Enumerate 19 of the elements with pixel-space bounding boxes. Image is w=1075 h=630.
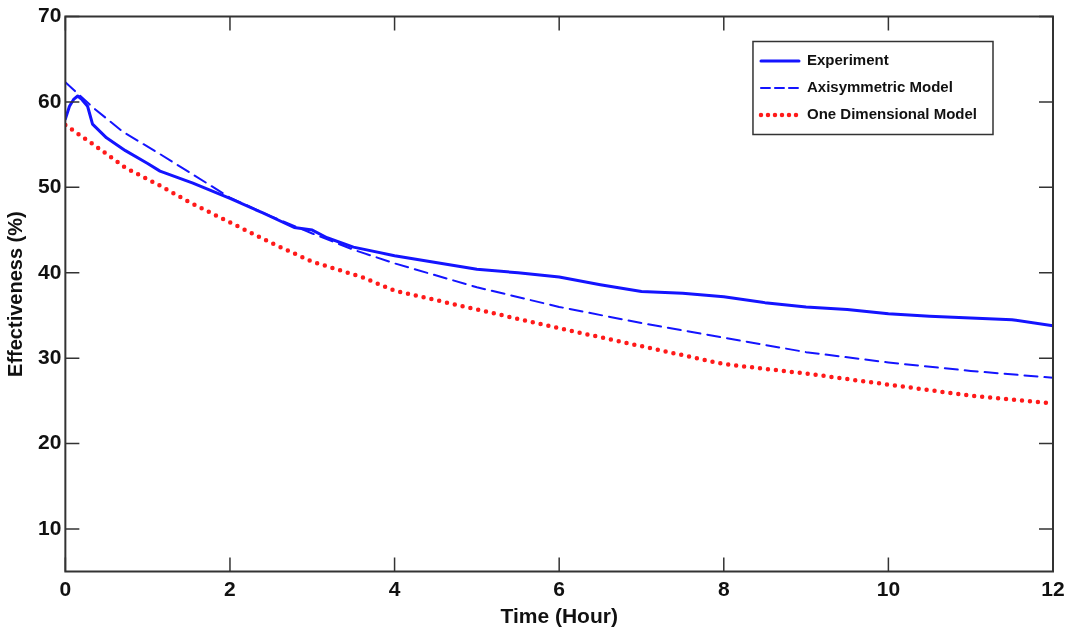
x-tick-label: 4 (388, 577, 401, 600)
y-tick-label: 70 (38, 3, 62, 27)
x-tick-label: 2 (224, 577, 236, 600)
y-tick-label: 60 (38, 88, 62, 112)
x-tick-label: 12 (1041, 577, 1065, 600)
y-tick-label: 20 (38, 430, 62, 454)
legend-label: Axisymmetric Model (806, 78, 953, 96)
y-tick-label: 50 (38, 174, 62, 198)
y-tick-label: 10 (38, 515, 62, 539)
legend-label: Experiment (806, 51, 889, 69)
x-tick-label: 0 (59, 577, 72, 600)
x-tick-label: 8 (717, 577, 730, 600)
x-axis-title: Time (Hour) (500, 604, 618, 628)
y-axis-title: Effectiveness (%) (3, 211, 26, 377)
y-tick-label: 40 (38, 259, 62, 283)
y-tick-label: 30 (38, 344, 62, 368)
x-tick-label: 10 (876, 577, 901, 600)
x-tick-label: 6 (553, 577, 566, 600)
legend-label: One Dimensional Model (806, 105, 978, 123)
